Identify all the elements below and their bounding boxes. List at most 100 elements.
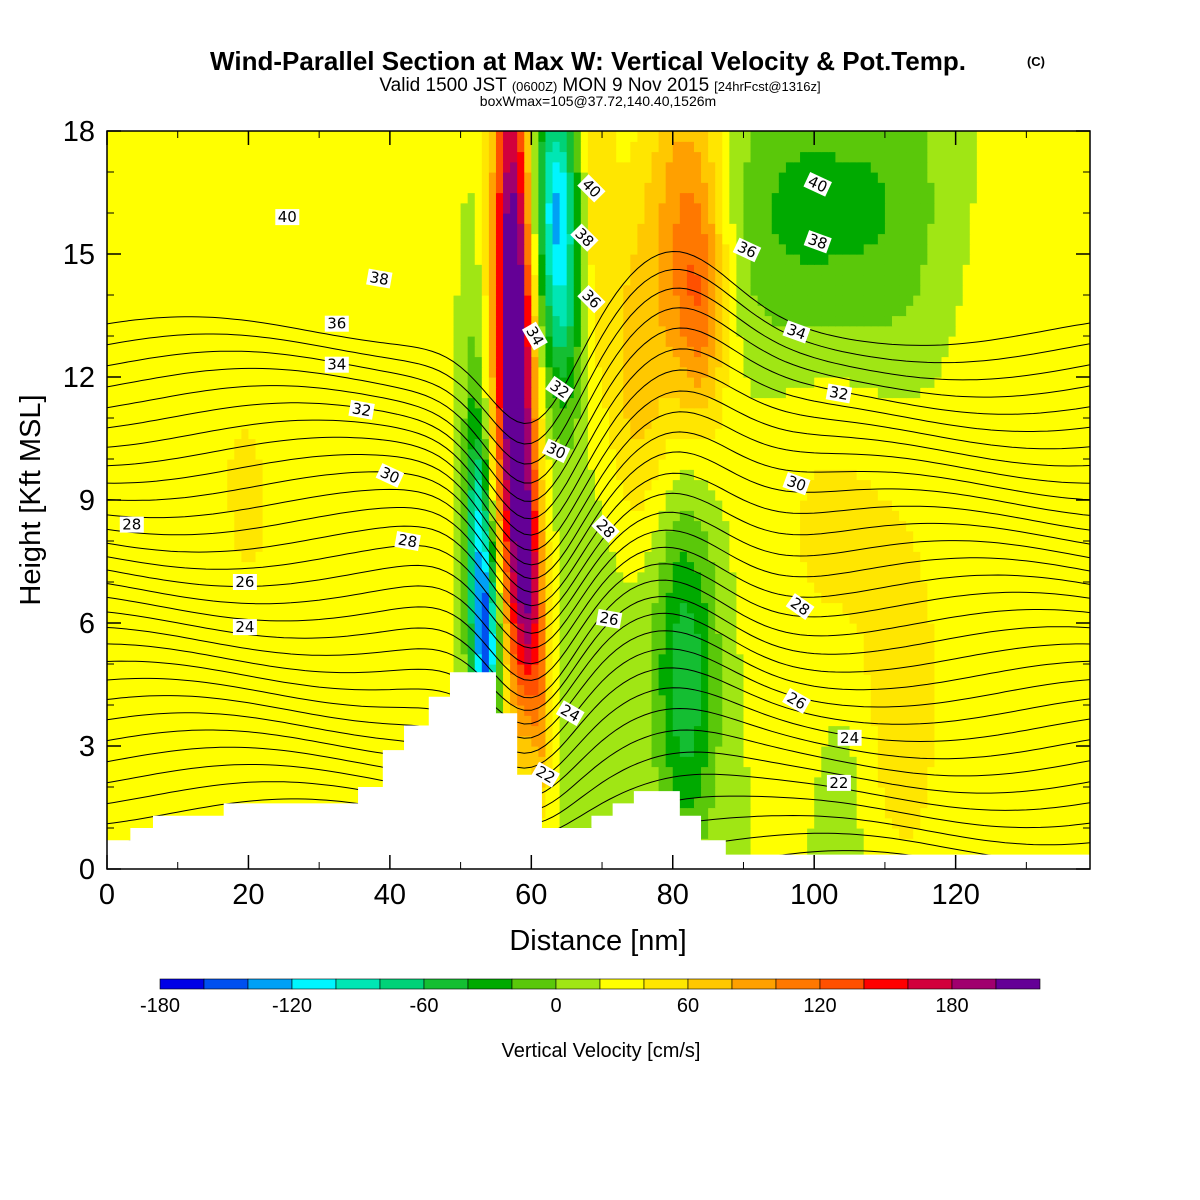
velocity-cell — [1005, 725, 1013, 737]
velocity-cell — [262, 705, 271, 716]
velocity-cell — [969, 561, 978, 573]
velocity-cell — [757, 746, 766, 757]
velocity-cell — [283, 530, 292, 542]
velocity-cell — [531, 582, 539, 593]
velocity-cell — [899, 776, 907, 788]
velocity-cell — [785, 551, 794, 563]
velocity-cell — [453, 551, 462, 563]
velocity-cell — [1047, 756, 1056, 768]
velocity-cell — [1082, 715, 1090, 727]
velocity-cell — [764, 541, 773, 552]
velocity-cell — [128, 766, 136, 778]
velocity-cell — [1061, 582, 1070, 593]
velocity-cell — [1061, 643, 1070, 655]
velocity-cell — [389, 694, 398, 706]
velocity-cell — [807, 592, 815, 604]
velocity-cell — [517, 664, 525, 675]
velocity-cell — [283, 756, 292, 768]
velocity-cell — [495, 592, 504, 604]
velocity-cell — [510, 541, 518, 552]
velocity-cell — [142, 735, 151, 747]
velocity-cell — [389, 664, 398, 675]
velocity-cell — [566, 797, 575, 809]
velocity-cell — [602, 551, 610, 563]
velocity-cell — [297, 694, 306, 706]
velocity-cell — [722, 623, 730, 634]
velocity-cell — [297, 592, 306, 604]
velocity-cell — [269, 561, 278, 573]
velocity-cell — [842, 530, 851, 542]
velocity-cell — [305, 582, 313, 593]
velocity-cell — [361, 541, 370, 552]
velocity-cell — [856, 807, 865, 819]
velocity-cell — [708, 602, 716, 614]
velocity-cell — [884, 684, 893, 696]
velocity-cell — [672, 705, 681, 716]
velocity-cell — [319, 705, 327, 716]
velocity-cell — [651, 776, 660, 788]
velocity-cell — [290, 684, 299, 696]
velocity-cell — [764, 561, 773, 573]
velocity-cell — [396, 715, 405, 727]
velocity-cell — [1075, 766, 1084, 778]
velocity-cell — [941, 766, 950, 778]
velocity-cell — [559, 807, 568, 819]
velocity-cell — [736, 592, 745, 604]
velocity-cell — [771, 530, 780, 542]
velocity-cell — [184, 582, 193, 593]
velocity-cell — [333, 510, 341, 522]
velocity-cell — [248, 541, 257, 552]
velocity-cell — [559, 612, 568, 624]
velocity-cell — [283, 674, 292, 686]
velocity-cell — [234, 633, 242, 645]
velocity-cell — [269, 612, 278, 624]
velocity-cell — [559, 735, 568, 747]
velocity-cell — [609, 571, 617, 583]
velocity-cell — [665, 520, 674, 532]
velocity-cell — [630, 735, 638, 747]
velocity-cell — [432, 653, 440, 665]
velocity-cell — [927, 807, 936, 819]
velocity-cell — [877, 551, 886, 563]
velocity-cell — [771, 633, 780, 645]
velocity-cell — [665, 541, 674, 552]
velocity-cell — [538, 725, 547, 737]
velocity-cell — [1082, 807, 1090, 819]
velocity-cell — [1047, 520, 1056, 532]
velocity-cell — [821, 592, 829, 604]
velocity-cell — [913, 551, 921, 563]
velocity-cell — [835, 612, 844, 624]
velocity-cell — [163, 510, 172, 522]
velocity-cell — [333, 643, 341, 655]
velocity-cell — [962, 838, 971, 850]
velocity-cell — [1019, 776, 1027, 788]
velocity-cell — [241, 510, 250, 522]
velocity-cell — [220, 766, 228, 778]
velocity-cell — [729, 756, 737, 768]
velocity-cell — [319, 500, 327, 511]
velocity-cell — [149, 735, 158, 747]
velocity-cell — [1068, 520, 1077, 532]
velocity-cell — [729, 705, 737, 716]
velocity-cell — [276, 623, 285, 634]
velocity-cell — [842, 674, 851, 686]
velocity-cell — [347, 582, 356, 593]
velocity-cell — [708, 787, 716, 798]
velocity-cell — [1005, 817, 1013, 829]
velocity-cell — [913, 582, 921, 593]
velocity-cell — [651, 530, 660, 542]
velocity-cell — [948, 848, 957, 860]
velocity-cell — [333, 787, 341, 798]
velocity-cell — [821, 541, 829, 552]
velocity-cell — [778, 705, 787, 716]
velocity-cell — [517, 735, 525, 747]
velocity-cell — [163, 807, 172, 819]
velocity-cell — [630, 602, 638, 614]
velocity-cell — [1005, 623, 1013, 634]
velocity-cell — [630, 705, 638, 716]
velocity-cell — [998, 653, 1006, 665]
velocity-cell — [538, 715, 547, 727]
velocity-cell — [206, 582, 214, 593]
velocity-cell — [899, 500, 907, 511]
velocity-cell — [354, 561, 363, 573]
